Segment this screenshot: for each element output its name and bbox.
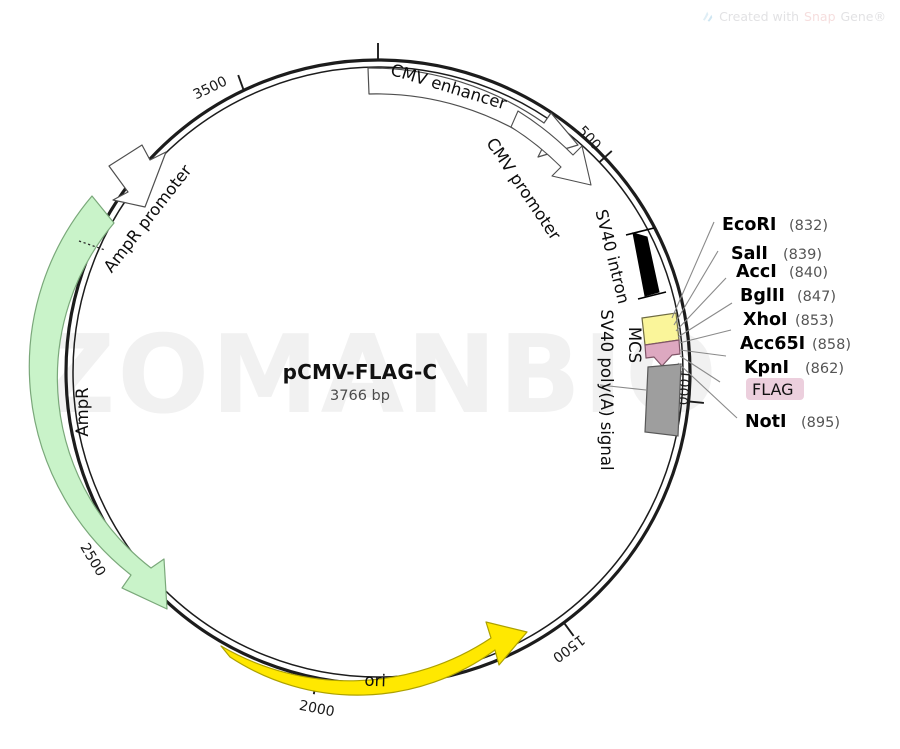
feature-ampr[interactable]: AmpR — [28, 195, 168, 610]
leader-bglii — [677, 302, 733, 338]
leader-xhoi — [678, 329, 732, 344]
tick-mark-1000 — [687, 400, 704, 404]
feature-ori[interactable]: ori — [220, 621, 528, 696]
restriction-site-acc65i[interactable]: Acc65I (858) — [740, 334, 851, 354]
site-position-kpni: (862) — [805, 361, 844, 377]
site-name-ecori[interactable]: EcoRI — [722, 215, 776, 235]
mcs-box[interactable] — [641, 312, 680, 346]
leader-noti — [677, 362, 738, 419]
site-name-bglii[interactable]: BglII — [740, 286, 785, 306]
snapgene-attribution: Created with Snap Gene® — [701, 9, 886, 24]
plasmid-length: 3766 bp — [330, 388, 390, 404]
site-position-sali: (839) — [783, 247, 822, 263]
ampr-label: AmpR — [73, 387, 92, 436]
tick-label-3500: 3500 — [191, 74, 230, 104]
tick-label-1500: 1500 — [549, 631, 587, 665]
feature-sv40-polya-signal[interactable]: SV40 poly(A) signal — [597, 309, 682, 471]
backbone-inner-ring — [72, 66, 684, 678]
site-name-sali[interactable]: SalI — [731, 244, 768, 264]
watermark-zomanbio: ZOMANBIO — [37, 313, 719, 438]
feature-ampr-promoter[interactable]: AmpR promoter — [100, 144, 196, 276]
feature-sv40-intron[interactable]: SV40 intron — [591, 208, 667, 306]
site-name-kpni[interactable]: KpnI — [744, 358, 789, 378]
flag-arrow[interactable] — [644, 339, 681, 367]
ori-label: ori — [364, 671, 386, 691]
sv40-polya-leader — [599, 384, 647, 391]
feature-flag[interactable] — [644, 339, 681, 367]
ampr-arrow[interactable] — [28, 195, 168, 610]
snapgene-brand-snap: Snap — [804, 9, 836, 24]
snapgene-logo-icon — [701, 10, 714, 23]
tick-mark-3500 — [237, 74, 245, 92]
tick-mark-1500 — [563, 622, 575, 637]
restriction-site-list[interactable]: EcoRI (832) SalI (839) AccI (840) BglII … — [722, 215, 851, 432]
tick-mark-500 — [598, 150, 613, 163]
leader-sali — [673, 250, 719, 326]
site-position-acc65i: (858) — [812, 337, 851, 353]
mcs-label: MCS — [625, 327, 644, 363]
site-position-ecori: (832) — [789, 218, 828, 234]
flag-chip-background[interactable] — [746, 378, 804, 400]
sv40-polya-label: SV40 poly(A) signal — [597, 309, 616, 470]
site-position-bglii: (847) — [797, 289, 836, 305]
leader-ecori — [671, 221, 715, 319]
restriction-site-xhoi[interactable]: XhoI (853) — [743, 310, 834, 330]
restriction-site-bglii[interactable]: BglII (847) — [740, 286, 836, 306]
snapgene-brand-gene: Gene® — [840, 9, 887, 24]
cmv-promoter-arrow[interactable] — [510, 110, 592, 186]
restriction-site-noti[interactable]: NotI (895) — [745, 412, 840, 432]
site-name-noti[interactable]: NotI — [745, 412, 787, 432]
restriction-site-sali[interactable]: SalI (839) — [731, 244, 822, 264]
leader-acci — [675, 277, 727, 332]
sv40-polya-box[interactable] — [644, 363, 682, 437]
plasmid-name: pCMV-FLAG-C — [283, 360, 438, 384]
leader-kpni — [679, 355, 721, 383]
restriction-site-kpni[interactable]: KpnI (862) — [744, 358, 844, 378]
site-position-acci: (840) — [789, 265, 828, 281]
plasmid-title-group: pCMV-FLAG-C 3766 bp — [283, 360, 438, 404]
sv40-intron-label: SV40 intron — [591, 208, 633, 306]
site-name-acc65i[interactable]: Acc65I — [740, 334, 805, 354]
restriction-site-acci[interactable]: AccI (840) — [736, 262, 828, 282]
site-position-xhoi: (853) — [795, 313, 834, 329]
site-name-acci[interactable]: AccI — [736, 262, 777, 282]
leader-acc65i — [679, 349, 727, 357]
tick-label-2000: 2000 — [298, 698, 336, 721]
restriction-site-ecori[interactable]: EcoRI (832) — [722, 215, 828, 235]
snapgene-created-prefix: Created with — [719, 9, 800, 24]
restriction-site-leaders — [671, 221, 738, 419]
sv40-intron-cap-bottom — [637, 291, 667, 300]
site-position-noti: (895) — [801, 415, 840, 431]
flag-chip-label: FLAG — [752, 380, 794, 399]
site-name-xhoi[interactable]: XhoI — [743, 310, 788, 330]
ori-arrow[interactable] — [220, 621, 528, 696]
sv40-intron-cap-top — [625, 227, 655, 236]
ampr-promoter-arrow[interactable] — [108, 144, 167, 208]
flag-chip[interactable]: FLAG — [746, 378, 804, 400]
sv40-intron-bar[interactable] — [632, 232, 660, 297]
